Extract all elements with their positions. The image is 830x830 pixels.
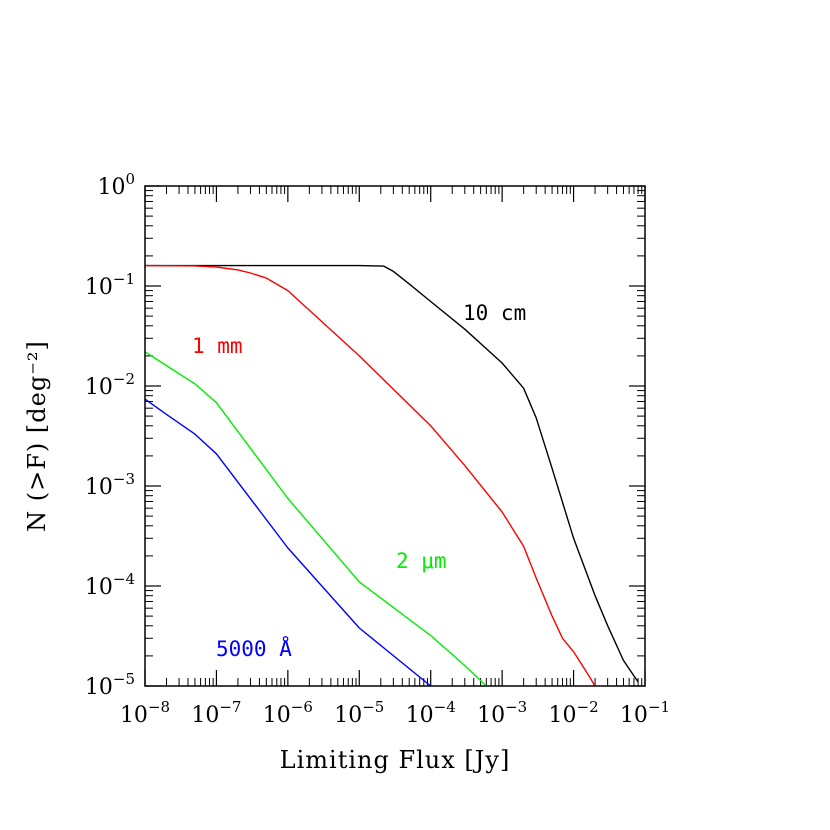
y-tick-label: 10−5 <box>85 670 135 700</box>
y-tick-labels: 100 10−1 10−2 10−3 10−4 10−5 <box>85 170 135 700</box>
x-tick-label: 10−7 <box>191 698 241 728</box>
series-label-1mm: 1 mm <box>192 334 243 358</box>
x-tick-label: 10−2 <box>549 698 599 728</box>
series-layer <box>145 264 639 686</box>
y-tick-label: 10−1 <box>85 270 135 300</box>
series-line-1 <box>145 264 596 686</box>
x-tick-label: 10−8 <box>120 698 170 728</box>
major-ticks <box>144 185 646 687</box>
y-tick-label: 100 <box>97 170 135 200</box>
y-tick-label: 10−2 <box>85 370 135 400</box>
x-tick-label: 10−1 <box>620 698 670 728</box>
y-axis-label: N (>F) [deg⁻²] <box>23 340 51 532</box>
series-label-2um: 2 μm <box>396 549 447 573</box>
series-label-5000A: 5000 Å <box>216 635 292 661</box>
series-line-2 <box>145 351 487 686</box>
x-tick-label: 10−4 <box>406 698 456 728</box>
x-tick-label: 10−6 <box>263 698 313 728</box>
x-tick-label: 10−5 <box>334 698 384 728</box>
x-axis-label: Limiting Flux [Jy] <box>280 746 511 774</box>
minor-ticks <box>145 186 645 686</box>
series-line-3 <box>145 398 432 686</box>
series-label-10cm: 10 cm <box>463 301 526 325</box>
series-line-0 <box>145 264 639 683</box>
x-tick-labels: 10−8 10−7 10−6 10−5 10−4 10−3 10−2 10−1 <box>120 698 670 728</box>
plot-frame <box>144 185 646 687</box>
x-tick-label: 10−3 <box>477 698 527 728</box>
y-tick-label: 10−3 <box>85 470 135 500</box>
y-tick-label: 10−4 <box>85 570 135 600</box>
